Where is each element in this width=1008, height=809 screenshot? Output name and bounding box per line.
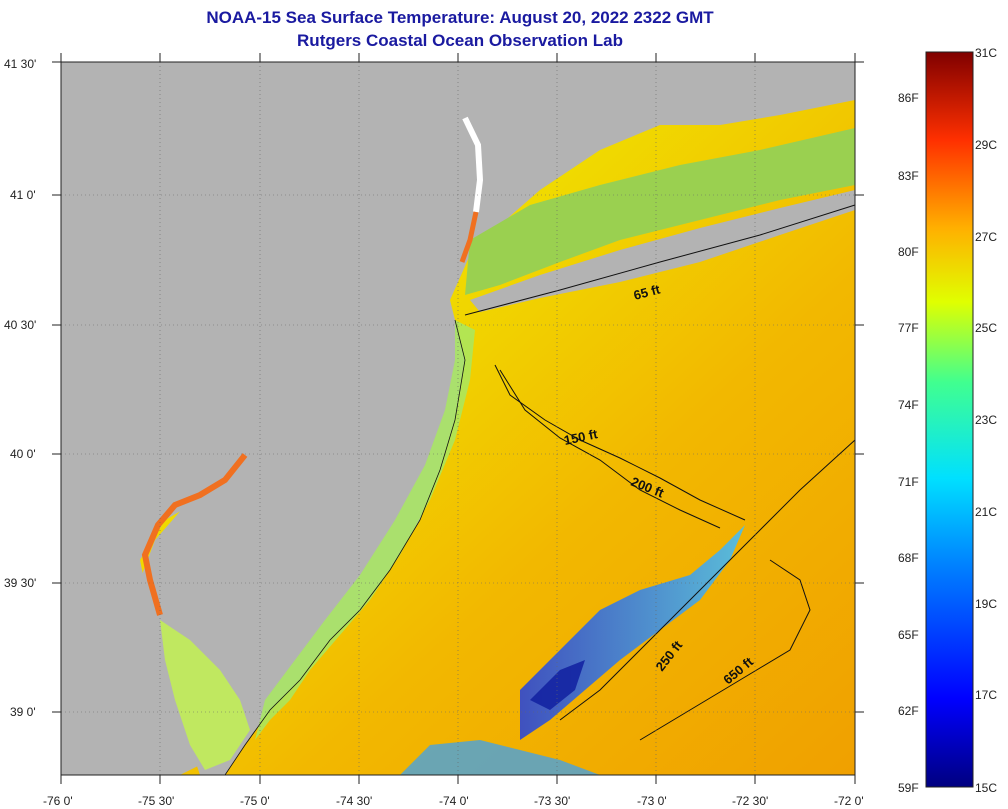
isobath-65ft (464, 204, 856, 316)
lat-label: 39 0' (10, 705, 36, 719)
delaware-river (141, 453, 248, 616)
lon-label: -74 30' (336, 794, 372, 808)
lon-label: -73 0' (637, 794, 667, 808)
delaware-bay (160, 620, 250, 770)
lon-label: -75 30' (138, 794, 174, 808)
nearshore-band (255, 320, 475, 740)
isobath-650ft (639, 559, 811, 741)
map-panel (60, 61, 856, 776)
isobath-label-65: 65 ft (632, 281, 662, 303)
map-title: NOAA-15 Sea Surface Temperature: August … (206, 8, 714, 27)
cold-water-core (530, 660, 585, 710)
long-island (470, 190, 855, 312)
latitude-axis: 41 30' 41 0' 40 30' 40 0' 39 30' 39 0' (4, 57, 864, 719)
lat-label: 40 0' (10, 447, 36, 461)
lon-label: -76 0' (43, 794, 73, 808)
isobath-150ft (494, 364, 746, 521)
lat-label: 40 30' (4, 318, 36, 332)
isobath-250ft (559, 439, 856, 721)
isobath-label-150: 150 ft (563, 426, 600, 448)
coastline (224, 319, 466, 776)
lat-label: 41 30' (4, 57, 36, 71)
cold-water-south (400, 740, 600, 775)
hudson-river-lower (459, 211, 479, 263)
lon-label: -73 30' (534, 794, 570, 808)
longitude-axis: -76 0' -75 30' -75 0' -74 30' -74 0' -73… (43, 53, 864, 808)
isobath-200ft (499, 369, 721, 529)
land-area (61, 62, 855, 775)
lon-label: -72 0' (834, 794, 864, 808)
lon-label: -72 30' (732, 794, 768, 808)
lat-label: 41 0' (10, 188, 36, 202)
long-island-sound (465, 128, 855, 295)
lat-label: 39 30' (4, 576, 36, 590)
hudson-river (462, 116, 484, 213)
lon-label: -74 0' (439, 794, 469, 808)
map-subtitle: Rutgers Coastal Ocean Observation Lab (297, 31, 623, 50)
graticule (61, 62, 855, 775)
lon-label: -75 0' (240, 794, 270, 808)
